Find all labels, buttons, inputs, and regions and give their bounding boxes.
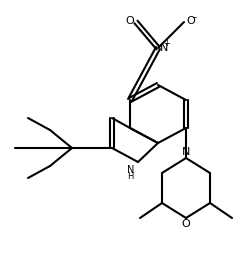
Text: -: -	[192, 12, 196, 22]
Text: O: O	[125, 16, 134, 26]
Text: N: N	[182, 147, 190, 157]
Text: +: +	[164, 38, 170, 48]
Text: N: N	[127, 165, 134, 175]
Text: O: O	[182, 219, 190, 229]
Text: O: O	[186, 16, 195, 26]
Text: H: H	[128, 172, 134, 181]
Text: N: N	[160, 43, 168, 53]
